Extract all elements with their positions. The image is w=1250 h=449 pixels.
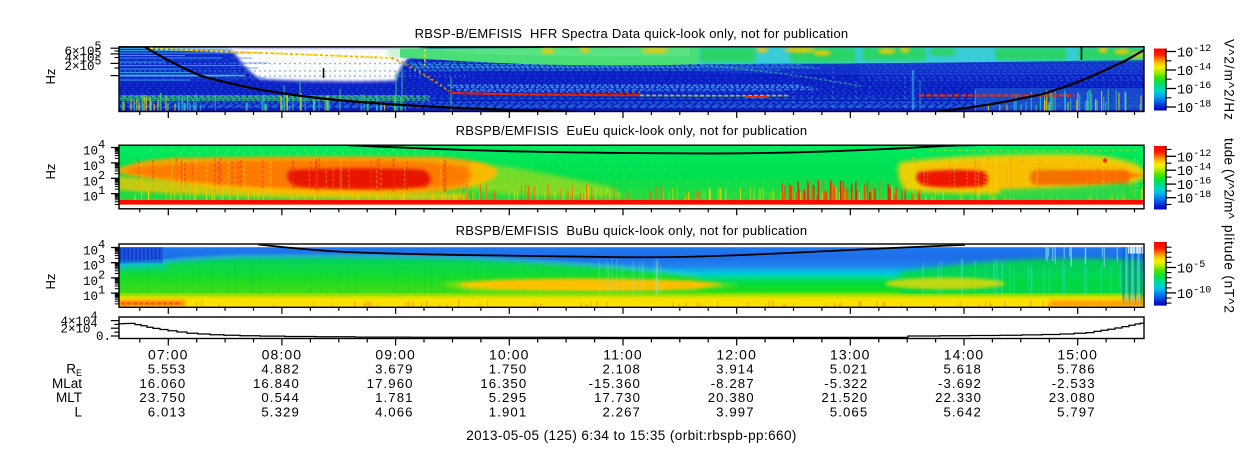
svg-text:4.882: 4.882 xyxy=(261,362,300,377)
svg-text:V^2/m^2/Hz: V^2/m^2/Hz xyxy=(1222,39,1237,121)
svg-text:6×105: 6×105 xyxy=(65,40,102,59)
svg-text:MLT: MLT xyxy=(56,390,82,405)
svg-text:5.295: 5.295 xyxy=(489,390,528,405)
svg-text:2×104: 2×104 xyxy=(61,318,98,337)
svg-text:10:00: 10:00 xyxy=(489,347,530,363)
svg-text:0.: 0. xyxy=(96,330,111,344)
svg-text:2×105: 2×105 xyxy=(65,55,102,74)
svg-text:4×104: 4×104 xyxy=(61,310,98,329)
svg-text:4.066: 4.066 xyxy=(375,404,414,419)
svg-text:tude (V^2/m^: tude (V^2/m^ xyxy=(1222,138,1237,220)
svg-text:15:00: 15:00 xyxy=(1057,347,1098,363)
svg-text:4×105: 4×105 xyxy=(65,47,102,66)
svg-text:11:00: 11:00 xyxy=(603,347,643,363)
svg-text:5.642: 5.642 xyxy=(943,404,982,419)
svg-text:13:00: 13:00 xyxy=(830,347,871,363)
svg-text:0.544: 0.544 xyxy=(261,390,300,405)
svg-text:5.065: 5.065 xyxy=(830,404,869,419)
svg-text:5.021: 5.021 xyxy=(830,362,869,377)
svg-text:08:00: 08:00 xyxy=(262,347,303,363)
svg-text:3.997: 3.997 xyxy=(716,404,755,419)
svg-text:20.380: 20.380 xyxy=(708,390,755,405)
svg-text:5.553: 5.553 xyxy=(148,362,187,377)
svg-text:-5.322: -5.322 xyxy=(824,376,868,391)
svg-text:3.679: 3.679 xyxy=(375,362,414,377)
svg-text:17.960: 17.960 xyxy=(367,376,414,391)
svg-text:5.797: 5.797 xyxy=(1057,404,1096,419)
svg-text:2.108: 2.108 xyxy=(602,362,641,377)
svg-text:RBSP-B/EMFISIS HFR Spectra Da: RBSP-B/EMFISIS HFR Spectra Data quick-lo… xyxy=(415,26,849,41)
svg-text:07:00: 07:00 xyxy=(148,347,189,363)
svg-text:2013-05-05 (125) 6:34 to 15:35: 2013-05-05 (125) 6:34 to 15:35 (orbit:rb… xyxy=(466,428,797,443)
svg-text:2.267: 2.267 xyxy=(602,404,641,419)
svg-text:09:00: 09:00 xyxy=(375,347,416,363)
svg-text:RBSPB/EMFISIS BuBu quick-look: RBSPB/EMFISIS BuBu quick-look only, not … xyxy=(456,223,808,238)
svg-text:1.750: 1.750 xyxy=(489,362,528,377)
svg-text:12:00: 12:00 xyxy=(716,347,757,363)
svg-text:23.080: 23.080 xyxy=(1049,390,1096,405)
svg-text:6.013: 6.013 xyxy=(148,404,187,419)
svg-text:5.786: 5.786 xyxy=(1057,362,1096,377)
svg-text:plitude (nT^2: plitude (nT^2 xyxy=(1222,225,1237,314)
svg-text:1.901: 1.901 xyxy=(489,404,528,419)
svg-text:21.520: 21.520 xyxy=(821,390,868,405)
svg-text:-2.533: -2.533 xyxy=(1052,376,1096,391)
svg-text:L: L xyxy=(74,404,82,419)
svg-text:MLat: MLat xyxy=(52,376,82,391)
svg-text:RBSPB/EMFISIS EuEu quick-look: RBSPB/EMFISIS EuEu quick-look only, not … xyxy=(456,123,808,138)
svg-text:Hz: Hz xyxy=(43,164,58,180)
svg-text:14:00: 14:00 xyxy=(944,347,985,363)
svg-text:23.750: 23.750 xyxy=(139,390,186,405)
svg-text:-3.692: -3.692 xyxy=(938,376,982,391)
svg-text:-8.287: -8.287 xyxy=(711,376,755,391)
svg-text:17.730: 17.730 xyxy=(594,390,641,405)
svg-text:16.840: 16.840 xyxy=(253,376,300,391)
svg-text:5.618: 5.618 xyxy=(943,362,982,377)
svg-text:16.060: 16.060 xyxy=(139,376,186,391)
svg-text:3.914: 3.914 xyxy=(716,362,755,377)
svg-text:16.350: 16.350 xyxy=(480,376,527,391)
svg-text:-15.360: -15.360 xyxy=(589,376,641,391)
svg-text:22.330: 22.330 xyxy=(935,390,982,405)
svg-text:Hz: Hz xyxy=(43,69,58,85)
svg-text:1.781: 1.781 xyxy=(375,390,414,405)
svg-text:Hz: Hz xyxy=(43,274,58,290)
svg-text:5.329: 5.329 xyxy=(261,404,300,419)
